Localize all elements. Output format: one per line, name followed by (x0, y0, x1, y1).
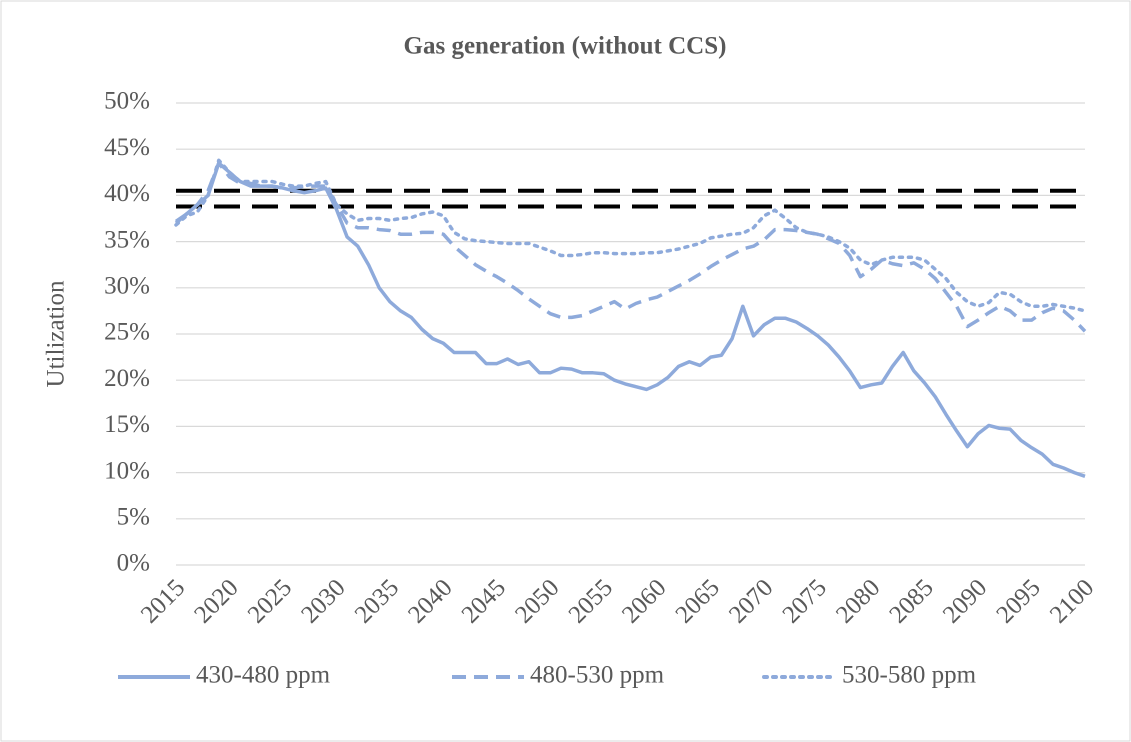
legend-label: 530-580 ppm (842, 662, 977, 689)
y-tick-label: 10% (104, 457, 150, 484)
y-tick-label: 30% (104, 273, 150, 300)
legend-label: 480-530 ppm (530, 662, 665, 689)
series-line (175, 161, 1087, 333)
series-line (174, 158, 1087, 313)
y-tick-label: 15% (104, 411, 150, 438)
y-tick-label: 0% (117, 550, 150, 577)
y-axis-label: Utilization (43, 280, 70, 387)
y-tick-label: 50% (104, 88, 150, 115)
chart-title: Gas generation (without CCS) (404, 33, 727, 60)
legend-label: 430-480 ppm (196, 662, 331, 689)
y-tick-label: 35% (104, 226, 150, 253)
y-tick-label: 45% (104, 134, 150, 161)
series-line (174, 161, 1086, 478)
y-tick-label: 20% (104, 365, 150, 392)
y-tick-label: 40% (104, 180, 150, 207)
y-tick-label: 25% (104, 319, 150, 346)
y-tick-label: 5% (117, 504, 150, 531)
